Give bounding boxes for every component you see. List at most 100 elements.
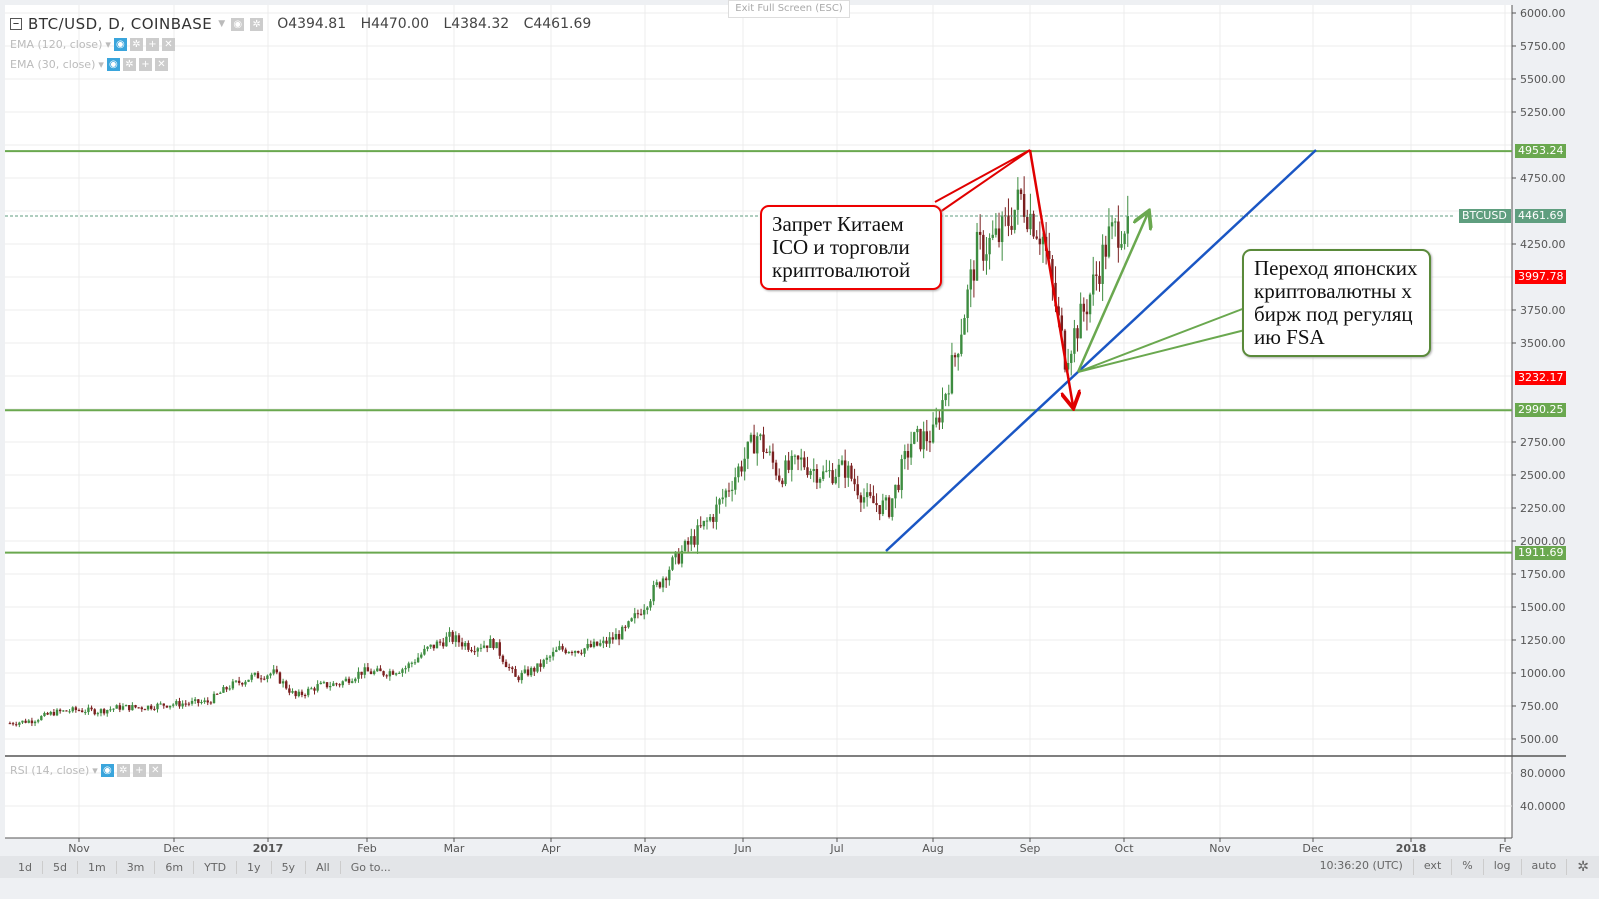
candle-body bbox=[950, 355, 954, 394]
candle-body bbox=[118, 705, 122, 710]
candle-body bbox=[636, 613, 640, 615]
gear-icon[interactable]: ✲ bbox=[1577, 859, 1589, 875]
candle-body bbox=[1110, 222, 1114, 227]
eye-icon[interactable]: ◉ bbox=[113, 38, 127, 51]
range-1m[interactable]: 1m bbox=[78, 860, 117, 874]
collapse-icon[interactable]: – bbox=[10, 17, 22, 30]
candle-body bbox=[724, 490, 728, 498]
indicator-ema-30[interactable]: EMA (30, close) ▾ ◉ ✲ + ✕ bbox=[10, 58, 168, 71]
candle-body bbox=[1104, 244, 1107, 257]
annotation-china-ban[interactable]: Запрет Китаем ICO и торговли криптовалют… bbox=[760, 205, 942, 290]
gear-icon[interactable]: ✲ bbox=[122, 58, 136, 71]
symbol-header: – BTC/USD, D, COINBASE ▼ ◉ ✲ O4394.81 H44… bbox=[10, 15, 601, 33]
candle-body bbox=[297, 691, 300, 697]
range-3m[interactable]: 3m bbox=[117, 860, 156, 874]
candle-body bbox=[457, 635, 461, 643]
candle-body bbox=[398, 672, 401, 674]
log-toggle[interactable]: log bbox=[1484, 859, 1522, 875]
exit-fullscreen-button[interactable]: Exit Full Screen (ESC) bbox=[728, 0, 850, 18]
candle-body bbox=[718, 499, 721, 505]
eye-icon[interactable]: ◉ bbox=[106, 58, 120, 71]
annotation-japan-fsa[interactable]: Переход японских криптовалютны х бирж по… bbox=[1242, 249, 1431, 357]
candle-body bbox=[602, 640, 605, 644]
indicator-ema-120[interactable]: EMA (120, close) ▾ ◉ ✲ + ✕ bbox=[10, 38, 175, 51]
time-tick-label: Nov bbox=[1209, 842, 1231, 855]
auto-toggle[interactable]: auto bbox=[1522, 859, 1568, 875]
gear-icon[interactable]: ✲ bbox=[250, 17, 264, 31]
candle-body bbox=[542, 659, 545, 667]
candle-body bbox=[762, 434, 765, 452]
candle-body bbox=[957, 353, 960, 358]
chevron-down-icon[interactable]: ▼ bbox=[218, 19, 226, 29]
candle-body bbox=[818, 478, 822, 483]
percent-toggle[interactable]: % bbox=[1452, 859, 1484, 875]
candle-body bbox=[212, 693, 216, 704]
candle-body bbox=[442, 642, 445, 647]
range-1d[interactable]: 1d bbox=[0, 860, 43, 874]
candle-body bbox=[77, 709, 81, 711]
price-tick-label: 2000.00 bbox=[1520, 535, 1566, 548]
range-ytd[interactable]: YTD bbox=[194, 860, 238, 874]
plus-icon[interactable]: + bbox=[145, 38, 159, 51]
candle-body bbox=[862, 497, 866, 503]
candle-body bbox=[476, 648, 479, 652]
candle-body bbox=[536, 663, 539, 672]
candle-body bbox=[752, 434, 756, 454]
candle-body bbox=[787, 460, 790, 470]
gear-icon[interactable]: ✲ bbox=[129, 38, 143, 51]
candle-body bbox=[558, 646, 561, 650]
time-tick-label: Fe bbox=[1499, 842, 1512, 855]
clock[interactable]: 10:36:20 (UTC) bbox=[1310, 859, 1414, 875]
candle-body bbox=[58, 709, 62, 712]
candle-body bbox=[394, 673, 398, 675]
candle-body bbox=[275, 669, 279, 673]
price-tick-label: 6000.00 bbox=[1520, 7, 1566, 20]
candle-body bbox=[909, 443, 913, 458]
candle-body bbox=[244, 681, 247, 685]
eye-icon[interactable]: ◉ bbox=[231, 17, 245, 31]
plus-icon[interactable]: + bbox=[132, 764, 146, 777]
candle-body bbox=[62, 710, 65, 712]
close-icon[interactable]: ✕ bbox=[161, 38, 175, 51]
candle-body bbox=[768, 451, 771, 453]
candle-body bbox=[831, 470, 834, 484]
time-tick-label: Mar bbox=[444, 842, 465, 855]
candle-body bbox=[702, 520, 706, 527]
price-tick-label: 2500.00 bbox=[1520, 469, 1566, 482]
candle-body bbox=[903, 451, 907, 460]
candle-body bbox=[410, 662, 414, 664]
goto-button[interactable]: Go to... bbox=[350, 860, 391, 874]
low-value: L4384.32 bbox=[443, 16, 510, 32]
price-label: 3997.78 bbox=[1515, 270, 1566, 285]
candle-body bbox=[71, 707, 74, 712]
candle-body bbox=[464, 642, 467, 647]
close-icon[interactable]: ✕ bbox=[148, 764, 162, 777]
symbol-title[interactable]: BTC/USD, D, COINBASE bbox=[28, 15, 213, 33]
candle-body bbox=[796, 455, 800, 460]
candle-body bbox=[87, 707, 90, 713]
candle-body bbox=[517, 676, 520, 681]
candle-body bbox=[771, 451, 775, 463]
range-all[interactable]: All bbox=[306, 860, 341, 874]
gear-icon[interactable]: ✲ bbox=[116, 764, 130, 777]
candle-body bbox=[489, 639, 492, 648]
ext-toggle[interactable]: ext bbox=[1414, 859, 1453, 875]
candle-body bbox=[423, 648, 426, 655]
candle-body bbox=[869, 492, 872, 496]
candle-body bbox=[674, 551, 677, 558]
plus-icon[interactable]: + bbox=[138, 58, 152, 71]
candle-body bbox=[140, 707, 143, 710]
indicator-rsi[interactable]: RSI (14, close) ▾ ◉ ✲ + ✕ bbox=[10, 764, 162, 777]
range-5y[interactable]: 5y bbox=[272, 860, 307, 874]
eye-icon[interactable]: ◉ bbox=[100, 764, 114, 777]
close-icon[interactable]: ✕ bbox=[154, 58, 168, 71]
time-tick-label: May bbox=[634, 842, 657, 855]
range-6m[interactable]: 6m bbox=[155, 860, 195, 874]
candle-body bbox=[313, 688, 316, 691]
range-5d[interactable]: 5d bbox=[43, 860, 78, 874]
candle-body bbox=[438, 641, 442, 643]
candle-body bbox=[1114, 221, 1117, 223]
range-1y[interactable]: 1y bbox=[237, 860, 272, 874]
candle-body bbox=[699, 525, 702, 527]
